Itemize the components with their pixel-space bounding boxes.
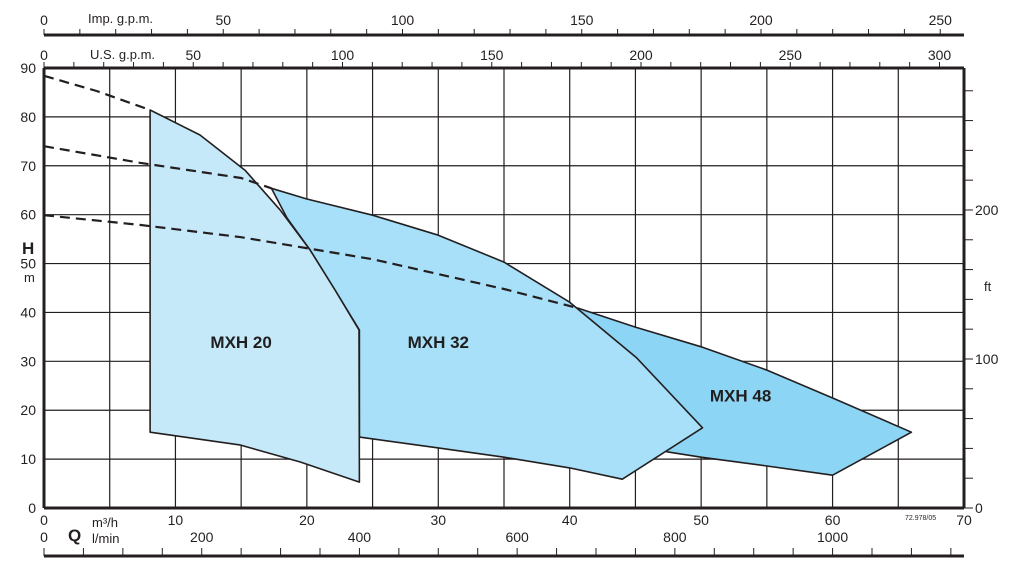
performance-regions: MXH 48 MXH 32 MXH 20 bbox=[149, 109, 913, 483]
us-gpm-tick-label: 200 bbox=[629, 47, 653, 63]
y-tick-label: 10 bbox=[20, 451, 36, 467]
y-tick-label: 30 bbox=[20, 353, 36, 369]
right-axis-unit: ft bbox=[984, 279, 992, 294]
imp-gpm-tick-label: 150 bbox=[570, 12, 594, 28]
dashed-limit-curve bbox=[43, 145, 272, 190]
imp-gpm-tick-label: 200 bbox=[749, 12, 773, 28]
dashed-limit-curve bbox=[43, 74, 151, 112]
y-tick-label: 0 bbox=[28, 500, 36, 516]
x-axis-label: Q bbox=[68, 526, 81, 545]
x-tick-label: 0 bbox=[40, 512, 48, 528]
imp-gpm-tick-label: 250 bbox=[929, 12, 953, 28]
lmin-tick-label: 200 bbox=[190, 529, 214, 545]
imp-gpm-unit: Imp. g.p.m. bbox=[88, 11, 153, 26]
us-gpm-tick-label: 300 bbox=[928, 47, 952, 63]
dashed-curves bbox=[43, 74, 578, 310]
ft-tick-label: 0 bbox=[975, 500, 983, 516]
lmin-tick-label: 0 bbox=[40, 529, 48, 545]
y-axis-label: H bbox=[22, 239, 34, 258]
us-gpm-tick-label: 100 bbox=[331, 47, 355, 63]
us-gpm-tick-label: 0 bbox=[40, 47, 48, 63]
x-tick-label: 50 bbox=[693, 512, 709, 528]
y-tick-label: 70 bbox=[20, 158, 36, 174]
us-gpm-tick-label: 150 bbox=[480, 47, 504, 63]
ft-tick-label: 100 bbox=[975, 351, 999, 367]
x-tick-label: 40 bbox=[562, 512, 578, 528]
dashed-limit-curve bbox=[43, 214, 578, 310]
y-tick-label: 90 bbox=[20, 60, 36, 76]
x-tick-label: 60 bbox=[825, 512, 841, 528]
y-tick-label: 40 bbox=[20, 304, 36, 320]
region-label-mxh-20: MXH 20 bbox=[210, 333, 271, 352]
x-tick-label: 30 bbox=[430, 512, 446, 528]
y-tick-label: 80 bbox=[20, 109, 36, 125]
y-axis-unit: m bbox=[24, 270, 35, 285]
x-tick-label: 70 bbox=[956, 512, 972, 528]
x-axis-unit-lmin: l/min bbox=[92, 531, 119, 546]
ft-tick-label: 200 bbox=[975, 202, 999, 218]
y-tick-label: 60 bbox=[20, 207, 36, 223]
y-tick-label: 50 bbox=[20, 256, 36, 272]
us-gpm-tick-label: 250 bbox=[779, 47, 803, 63]
x-tick-label: 10 bbox=[168, 512, 184, 528]
y-tick-label: 20 bbox=[20, 402, 36, 418]
imp-gpm-tick-label: 100 bbox=[391, 12, 415, 28]
region-mxh-20 bbox=[149, 109, 361, 483]
lmin-tick-label: 400 bbox=[348, 529, 372, 545]
drawing-code: 72.978/05 bbox=[905, 515, 936, 522]
lmin-tick-label: 800 bbox=[663, 529, 687, 545]
x-tick-label: 20 bbox=[299, 512, 315, 528]
region-label-mxh-32: MXH 32 bbox=[408, 333, 469, 352]
lmin-tick-label: 600 bbox=[505, 529, 529, 545]
x-axis-unit-m3h: m³/h bbox=[92, 515, 118, 530]
us-gpm-unit: U.S. g.p.m. bbox=[90, 47, 155, 62]
region-label-mxh-48: MXH 48 bbox=[710, 387, 771, 406]
imp-gpm-tick-label: 0 bbox=[40, 12, 48, 28]
imp-gpm-tick-label: 50 bbox=[215, 12, 231, 28]
us-gpm-tick-label: 50 bbox=[185, 47, 201, 63]
lmin-tick-label: 1000 bbox=[817, 529, 848, 545]
